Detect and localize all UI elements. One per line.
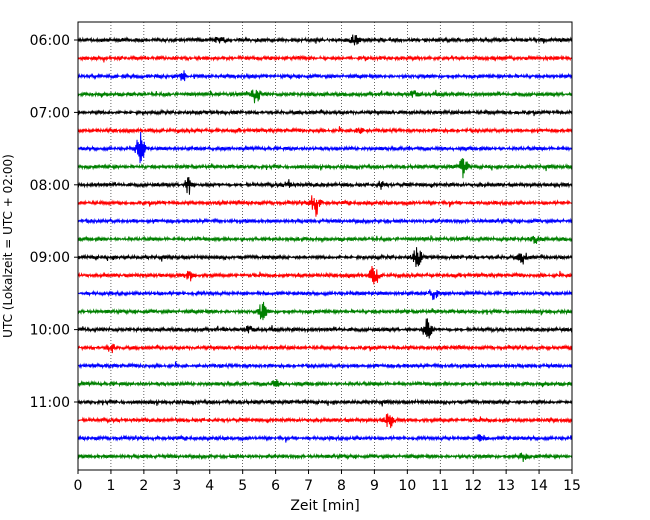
- trace-0615: [77, 54, 573, 63]
- x-tick-label: 4: [205, 478, 214, 494]
- x-tick-label: 5: [238, 478, 247, 494]
- trace-0945: [77, 301, 573, 321]
- x-tick-label: 11: [431, 478, 449, 494]
- trace-0730: [77, 132, 573, 164]
- trace-1115: [77, 413, 573, 429]
- y-axis-ticks: 06:00 07:00 08:00 09:00 10:00 11:00: [30, 33, 78, 411]
- trace-0700: [77, 108, 573, 117]
- x-tick-label: 3: [172, 478, 181, 494]
- trace-0645: [77, 89, 573, 104]
- trace-0745: [77, 158, 573, 179]
- x-tick-label: 10: [398, 478, 416, 494]
- trace-1045: [77, 379, 573, 388]
- trace-1100: [77, 398, 573, 407]
- x-tick-label: 13: [497, 478, 515, 494]
- x-tick-label: 1: [106, 478, 115, 494]
- trace-0915: [77, 265, 573, 285]
- x-tick-label: 2: [139, 478, 148, 494]
- y-tick-label: 06:00: [30, 33, 70, 49]
- y-tick-label: 09:00: [30, 250, 70, 266]
- seismic-traces: [77, 34, 573, 463]
- trace-1030: [77, 361, 573, 370]
- y-axis-label: UTC (Lokalzeit = UTC + 02:00): [1, 154, 15, 338]
- trace-0600: [77, 34, 573, 46]
- trace-0800: [77, 176, 573, 195]
- plot-frame: [77, 21, 573, 471]
- trace-0630: [77, 70, 573, 82]
- y-tick-label: 10:00: [30, 323, 70, 339]
- trace-0815: [77, 195, 573, 217]
- trace-0930: [77, 289, 573, 301]
- x-tick-label: 14: [530, 478, 548, 494]
- x-tick-label: 12: [464, 478, 482, 494]
- x-tick-label: 15: [563, 478, 581, 494]
- trace-1130: [77, 434, 573, 443]
- y-tick-label: 11:00: [30, 395, 70, 411]
- trace-0830: [77, 217, 573, 225]
- y-tick-label: 08:00: [30, 178, 70, 194]
- trace-1145: [77, 452, 573, 463]
- x-tick-label: 8: [337, 478, 346, 494]
- x-axis-label: Zeit [min]: [290, 498, 359, 514]
- x-tick-label: 6: [271, 478, 280, 494]
- trace-0845: [77, 235, 573, 244]
- trace-1015: [77, 343, 573, 354]
- x-axis-ticks: 0 1 2 3 4 5 6 7 8 9 10 11 12 13 14 15: [74, 470, 581, 494]
- trace-0900: [77, 247, 573, 268]
- trace-1000: [77, 318, 573, 339]
- x-tick-label: 7: [304, 478, 313, 494]
- trace-0715: [77, 126, 573, 135]
- x-tick-label: 9: [370, 478, 379, 494]
- y-tick-label: 07:00: [30, 105, 70, 121]
- x-tick-label: 0: [74, 478, 83, 494]
